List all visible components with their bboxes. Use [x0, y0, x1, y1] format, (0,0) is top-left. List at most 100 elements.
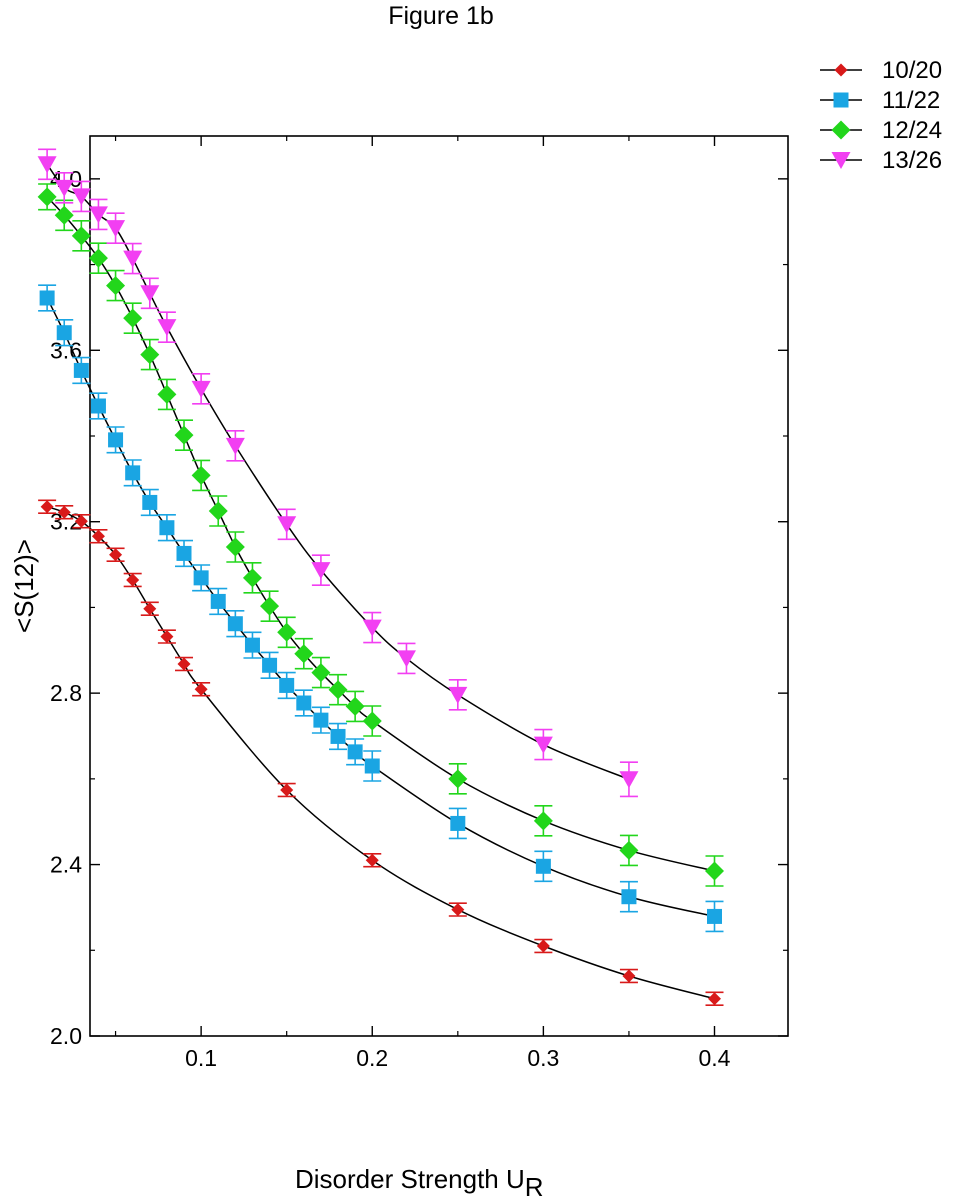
data-point: [277, 516, 297, 534]
x-axis-label-subscript: R: [525, 1172, 544, 1199]
data-point: [193, 570, 209, 586]
data-point: [56, 325, 72, 341]
y-tick-label: 3.6: [50, 337, 82, 363]
data-point: [106, 220, 126, 238]
data-point: [280, 783, 294, 797]
series-10-20: [38, 499, 724, 1006]
data-point: [450, 815, 466, 831]
data-point: [451, 903, 465, 917]
x-tick-label: 0.3: [527, 1045, 559, 1071]
data-point: [362, 711, 382, 731]
data-point: [313, 712, 329, 728]
x-tick-label: 0.4: [699, 1045, 731, 1071]
data-point: [40, 500, 54, 514]
data-point: [707, 908, 722, 924]
plot-frame: [89, 135, 789, 1037]
x-axis-label: Disorder Strength UR: [295, 1164, 544, 1199]
data-point: [708, 992, 721, 1006]
data-point: [74, 514, 88, 528]
data-point: [448, 686, 468, 704]
legend-marker: [831, 152, 851, 169]
data-point: [362, 619, 382, 637]
data-point: [242, 568, 262, 588]
x-tick-label: 0.2: [356, 1045, 388, 1071]
x-axis: 0.1 0.2 0.3 0.4: [114, 136, 731, 1071]
data-point: [533, 811, 553, 831]
series-13-26: [37, 148, 639, 798]
data-point: [328, 680, 348, 700]
y-axis-label: <S(12)>: [9, 539, 39, 633]
data-point: [279, 677, 295, 693]
data-point: [106, 276, 126, 296]
legend-label: 13/26: [882, 147, 942, 174]
series-11-22: [38, 284, 724, 933]
data-point: [73, 362, 89, 378]
data-point: [88, 206, 108, 224]
data-point: [330, 728, 346, 744]
series-layer: [37, 148, 724, 1006]
chart-title: Figure 1b: [388, 2, 494, 30]
data-point: [157, 384, 177, 404]
data-point: [396, 650, 416, 668]
data-point: [174, 425, 194, 445]
data-point: [535, 858, 551, 874]
data-point: [91, 529, 105, 543]
data-point: [123, 250, 143, 268]
y-axis: 2.02.42.83.23.64.0: [50, 166, 788, 1049]
legend-marker: [831, 120, 851, 140]
data-point: [194, 682, 208, 696]
data-point: [296, 695, 312, 711]
data-point: [37, 187, 57, 207]
data-point: [364, 758, 380, 774]
data-point: [621, 889, 637, 905]
data-point: [39, 290, 55, 306]
y-tick-label: 2.8: [50, 680, 82, 706]
data-point: [54, 205, 74, 225]
data-point: [536, 939, 550, 953]
data-point: [125, 465, 141, 481]
data-point: [347, 744, 363, 760]
series-12-24: [37, 183, 724, 887]
data-point: [311, 663, 331, 683]
data-point: [140, 285, 160, 303]
data-point: [108, 432, 124, 448]
data-point: [90, 398, 106, 414]
data-point: [225, 437, 245, 455]
data-point: [57, 505, 71, 519]
legend-label: 10/20: [882, 57, 942, 84]
data-point: [260, 596, 280, 616]
data-point: [71, 188, 91, 206]
legend: 10/20 11/22 12/24 13/26: [820, 57, 942, 174]
y-tick-label: 2.4: [50, 852, 82, 878]
data-point: [705, 861, 724, 881]
data-point: [448, 769, 468, 789]
data-point: [142, 494, 158, 510]
data-point: [365, 853, 379, 867]
data-point: [345, 696, 365, 716]
data-point: [126, 573, 140, 587]
data-point: [159, 520, 175, 536]
data-point: [109, 548, 123, 562]
data-point: [277, 622, 297, 642]
series-line: [46, 196, 715, 872]
data-point: [160, 630, 174, 644]
data-point: [227, 616, 243, 632]
data-point: [176, 545, 192, 561]
data-point: [210, 593, 226, 609]
data-point: [140, 345, 160, 365]
data-point: [177, 657, 191, 671]
series-line: [46, 505, 715, 1000]
data-point: [54, 179, 74, 197]
legend-label: 11/22: [882, 87, 940, 114]
data-point: [619, 840, 639, 860]
data-point: [191, 465, 211, 485]
x-axis-label-main: Disorder Strength U: [295, 1164, 525, 1194]
legend-marker: [833, 92, 849, 108]
data-point: [622, 969, 636, 983]
y-tick-label: 2.0: [50, 1023, 82, 1049]
data-point: [71, 226, 91, 246]
data-point: [262, 657, 278, 673]
data-point: [311, 562, 331, 580]
data-point: [225, 537, 245, 557]
